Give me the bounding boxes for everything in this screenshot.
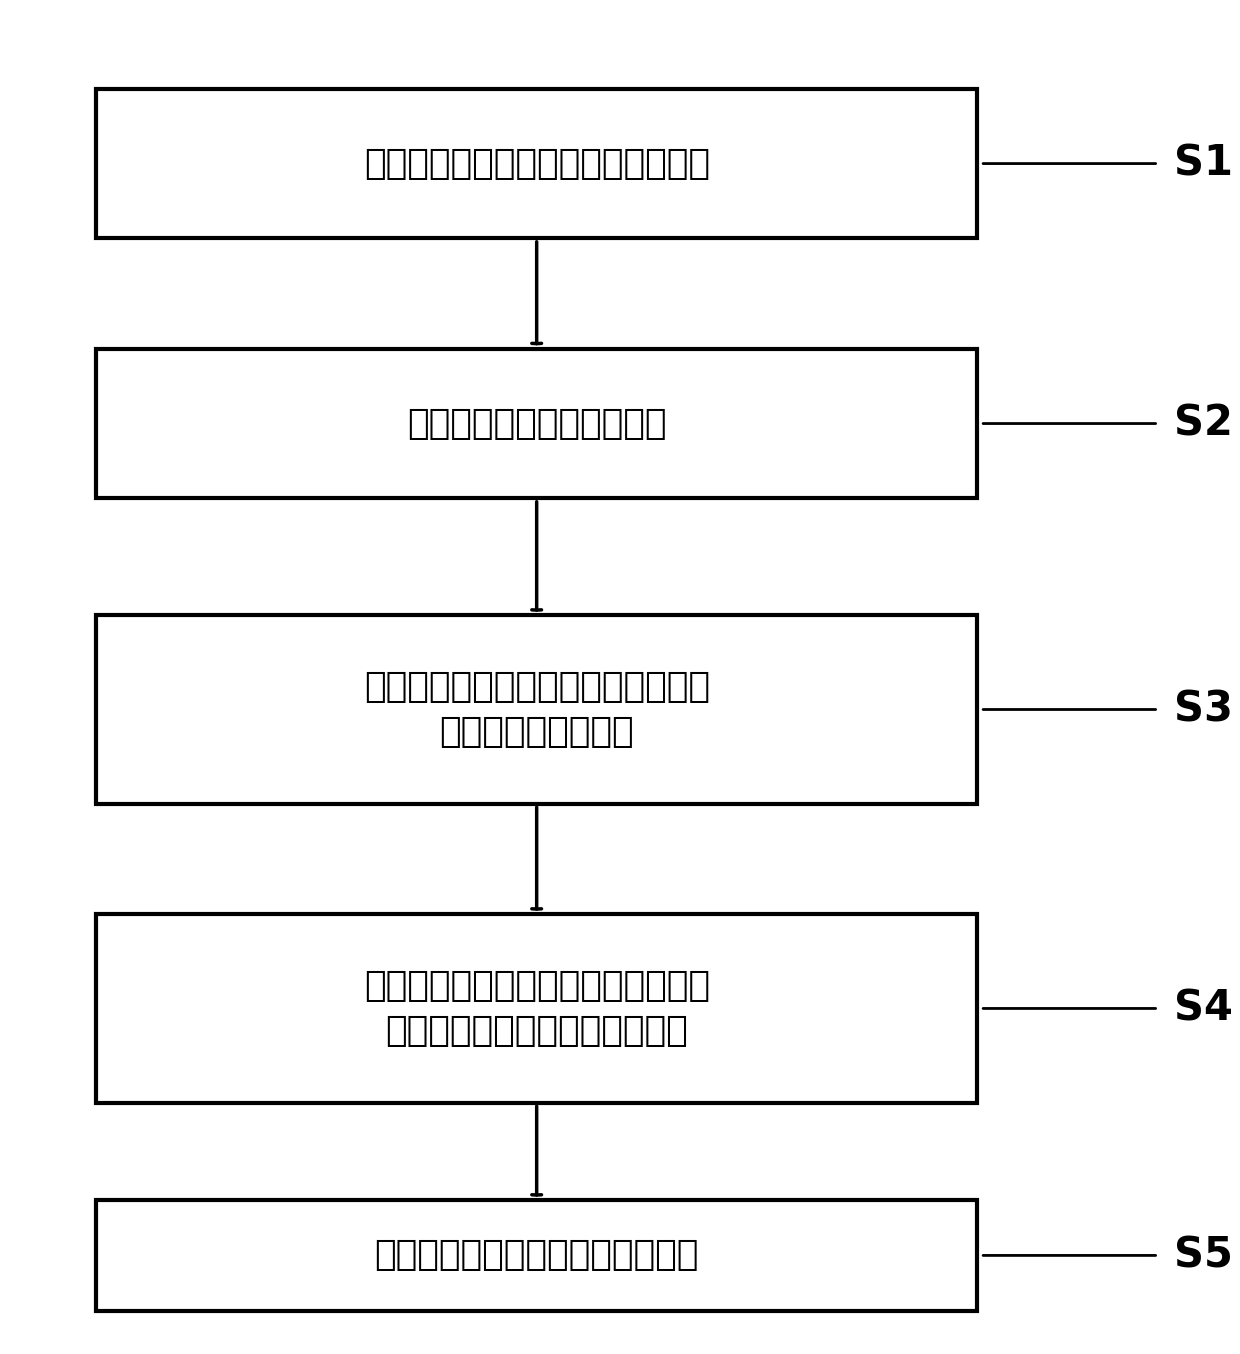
Text: S5: S5 xyxy=(1173,1235,1233,1277)
Text: S3: S3 xyxy=(1173,688,1233,731)
Text: 将棒状物体从所述转动组件上取下: 将棒状物体从所述转动组件上取下 xyxy=(374,1239,699,1273)
Text: 将待检测的棒状物体置于转动组件上: 将待检测的棒状物体置于转动组件上 xyxy=(363,146,709,180)
FancyBboxPatch shape xyxy=(97,914,977,1102)
Text: S4: S4 xyxy=(1173,987,1233,1029)
Text: S2: S2 xyxy=(1173,402,1233,444)
FancyBboxPatch shape xyxy=(97,89,977,238)
Text: 转动组件带动其上的棒状物体转动，
同时千分表进行测量: 转动组件带动其上的棒状物体转动， 同时千分表进行测量 xyxy=(363,670,709,749)
Text: S1: S1 xyxy=(1173,142,1233,184)
Text: 转动组件停止带动其上的棒状物体转
动，测径件测量棒状物体的直径: 转动组件停止带动其上的棒状物体转 动，测径件测量棒状物体的直径 xyxy=(363,969,709,1048)
Text: 移动所述千分表至设定位置: 移动所述千分表至设定位置 xyxy=(407,406,666,440)
FancyBboxPatch shape xyxy=(97,1200,977,1311)
FancyBboxPatch shape xyxy=(97,349,977,498)
FancyBboxPatch shape xyxy=(97,615,977,804)
